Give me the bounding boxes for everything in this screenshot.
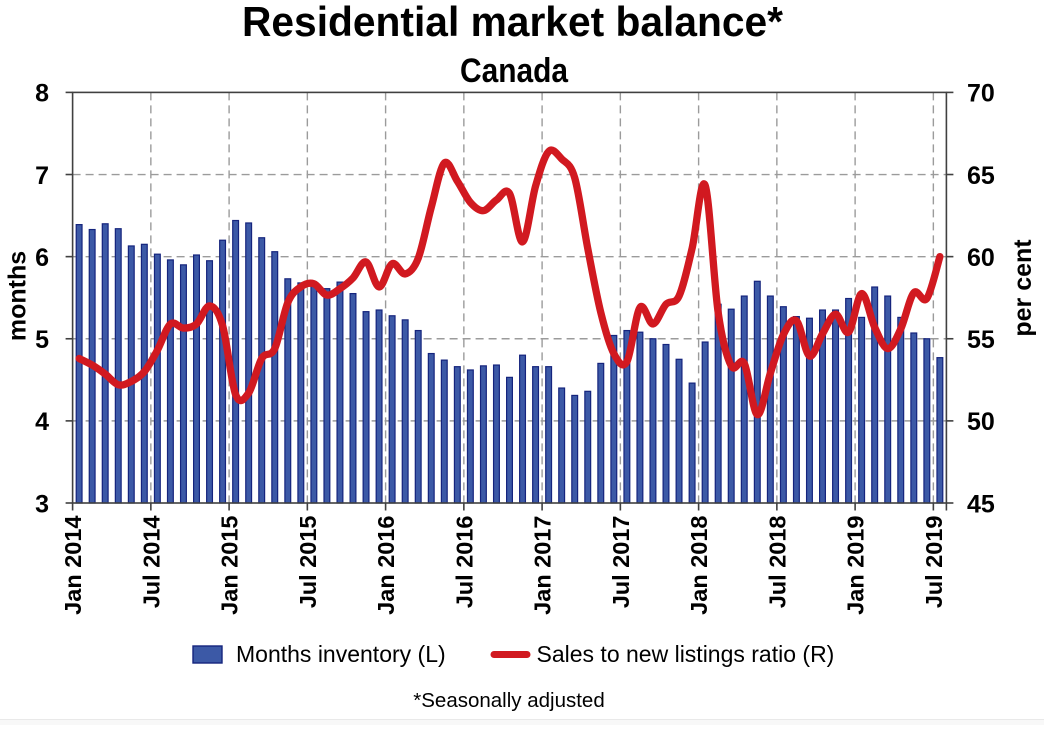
svg-text:50: 50 bbox=[967, 408, 995, 436]
svg-text:Jan 2018: Jan 2018 bbox=[686, 516, 712, 615]
svg-text:per cent: per cent bbox=[1009, 239, 1037, 337]
svg-text:70: 70 bbox=[967, 80, 995, 108]
svg-text:55: 55 bbox=[967, 326, 995, 354]
svg-text:Jan 2019: Jan 2019 bbox=[843, 516, 869, 615]
svg-text:Residential market balance*: Residential market balance* bbox=[242, 0, 784, 45]
svg-text:Jul 2017: Jul 2017 bbox=[608, 516, 634, 609]
svg-text:Jan 2016: Jan 2016 bbox=[373, 516, 399, 615]
svg-text:Jul 2014: Jul 2014 bbox=[138, 516, 164, 609]
svg-text:Jul 2018: Jul 2018 bbox=[764, 516, 790, 609]
svg-text:Sales to new listings ratio (R: Sales to new listings ratio (R) bbox=[537, 641, 835, 667]
svg-text:Jan 2014: Jan 2014 bbox=[60, 516, 86, 615]
svg-text:3: 3 bbox=[35, 490, 49, 518]
svg-text:Jan 2017: Jan 2017 bbox=[530, 516, 556, 615]
svg-text:6: 6 bbox=[35, 244, 49, 272]
svg-text:Jan 2015: Jan 2015 bbox=[217, 516, 243, 615]
svg-text:4: 4 bbox=[35, 408, 49, 436]
svg-text:7: 7 bbox=[35, 162, 49, 190]
svg-text:45: 45 bbox=[967, 490, 995, 518]
svg-text:5: 5 bbox=[35, 326, 49, 354]
svg-text:Jul 2019: Jul 2019 bbox=[921, 516, 947, 609]
svg-text:*Seasonally adjusted: *Seasonally adjusted bbox=[413, 689, 604, 712]
svg-text:Jul 2016: Jul 2016 bbox=[451, 516, 477, 609]
svg-text:8: 8 bbox=[35, 80, 49, 108]
svg-text:Canada: Canada bbox=[460, 52, 569, 90]
svg-text:65: 65 bbox=[967, 162, 995, 190]
svg-text:Jul 2015: Jul 2015 bbox=[295, 516, 321, 609]
svg-text:months: months bbox=[4, 251, 32, 341]
svg-text:60: 60 bbox=[967, 244, 995, 272]
svg-text:Months inventory (L): Months inventory (L) bbox=[236, 641, 446, 667]
